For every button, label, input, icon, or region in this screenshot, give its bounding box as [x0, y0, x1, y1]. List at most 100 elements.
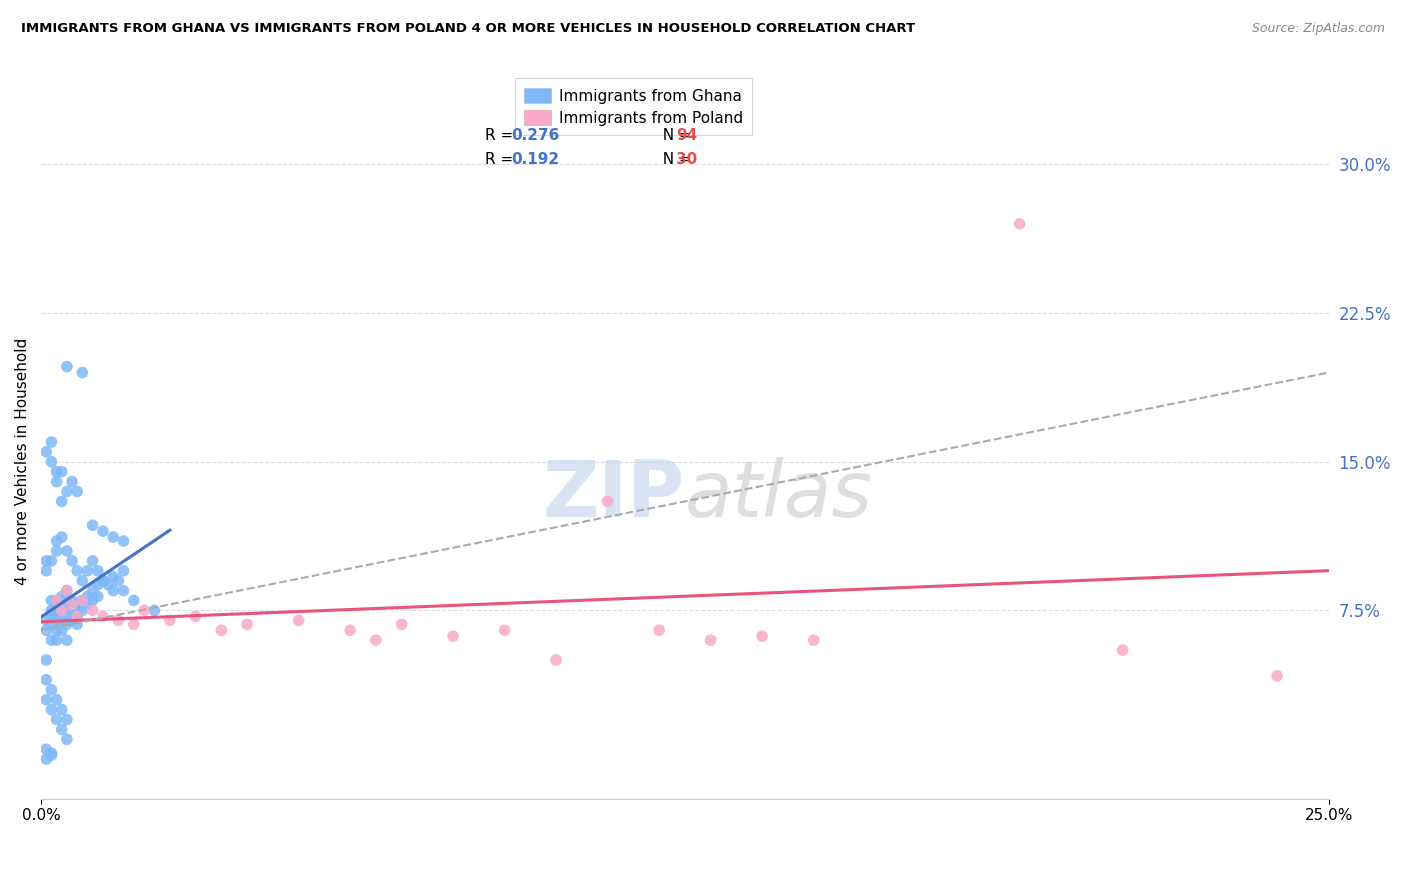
Point: [107, 613, 129, 627]
Point: [41, 633, 63, 648]
Point: [56, 732, 79, 747]
Point: [159, 613, 181, 627]
Point: [209, 624, 232, 638]
Point: [35, 752, 58, 766]
Text: ZIP: ZIP: [543, 458, 685, 533]
Point: [184, 609, 207, 624]
Point: [56, 713, 79, 727]
Point: [132, 603, 155, 617]
Point: [41, 434, 63, 449]
Point: [51, 723, 73, 737]
Point: [51, 603, 73, 617]
Point: [35, 564, 58, 578]
Point: [1265, 669, 1288, 683]
Point: [51, 702, 73, 716]
Point: [41, 702, 63, 716]
Point: [66, 609, 89, 624]
Point: [76, 598, 98, 612]
Point: [45, 713, 67, 727]
Point: [41, 455, 63, 469]
Text: N =: N =: [652, 153, 696, 168]
Point: [35, 692, 58, 706]
Point: [87, 564, 110, 578]
Point: [56, 583, 79, 598]
Point: [112, 583, 135, 598]
Point: [51, 494, 73, 508]
Point: [51, 465, 73, 479]
Point: [56, 598, 79, 612]
Legend: Immigrants from Ghana, Immigrants from Poland: Immigrants from Ghana, Immigrants from P…: [515, 78, 752, 135]
Point: [45, 603, 67, 617]
Point: [72, 593, 94, 607]
Point: [91, 574, 114, 588]
Point: [72, 574, 94, 588]
Point: [364, 633, 387, 648]
Point: [45, 593, 67, 607]
Point: [66, 617, 89, 632]
Point: [91, 609, 114, 624]
Text: R =: R =: [485, 128, 519, 143]
Point: [35, 673, 58, 687]
Point: [41, 617, 63, 632]
Point: [41, 603, 63, 617]
Point: [45, 633, 67, 648]
Point: [35, 742, 58, 756]
Point: [1111, 643, 1133, 657]
Point: [72, 603, 94, 617]
Point: [82, 603, 104, 617]
Point: [56, 359, 79, 374]
Point: [87, 590, 110, 604]
Text: 0.276: 0.276: [510, 128, 560, 143]
Text: 30: 30: [676, 153, 697, 168]
Point: [45, 534, 67, 549]
Point: [596, 494, 619, 508]
Point: [56, 484, 79, 499]
Text: R =: R =: [485, 153, 519, 168]
Point: [45, 465, 67, 479]
Point: [82, 583, 104, 598]
Point: [60, 554, 83, 568]
Point: [287, 613, 309, 627]
Point: [41, 554, 63, 568]
Point: [45, 624, 67, 638]
Point: [56, 609, 79, 624]
Point: [72, 593, 94, 607]
Point: [441, 629, 464, 643]
Point: [82, 554, 104, 568]
Point: [51, 530, 73, 544]
Point: [35, 445, 58, 459]
Point: [41, 746, 63, 760]
Point: [803, 633, 825, 648]
Point: [72, 593, 94, 607]
Point: [87, 577, 110, 591]
Point: [35, 613, 58, 627]
Point: [236, 617, 259, 632]
Point: [35, 624, 58, 638]
Point: [97, 577, 120, 591]
Point: [91, 574, 114, 588]
Text: atlas: atlas: [685, 458, 873, 533]
Point: [45, 475, 67, 489]
Point: [41, 748, 63, 763]
Point: [45, 613, 67, 627]
Point: [76, 564, 98, 578]
Point: [103, 570, 125, 584]
Point: [51, 613, 73, 627]
Point: [112, 534, 135, 549]
Point: [103, 583, 125, 598]
Point: [51, 603, 73, 617]
Text: 0.192: 0.192: [510, 153, 560, 168]
Point: [56, 544, 79, 558]
Point: [35, 554, 58, 568]
Point: [60, 593, 83, 607]
Point: [72, 366, 94, 380]
Point: [60, 613, 83, 627]
Point: [494, 624, 516, 638]
Point: [56, 633, 79, 648]
Point: [35, 653, 58, 667]
Point: [60, 598, 83, 612]
Point: [41, 682, 63, 697]
Text: N =: N =: [652, 128, 696, 143]
Point: [60, 475, 83, 489]
Point: [143, 603, 166, 617]
